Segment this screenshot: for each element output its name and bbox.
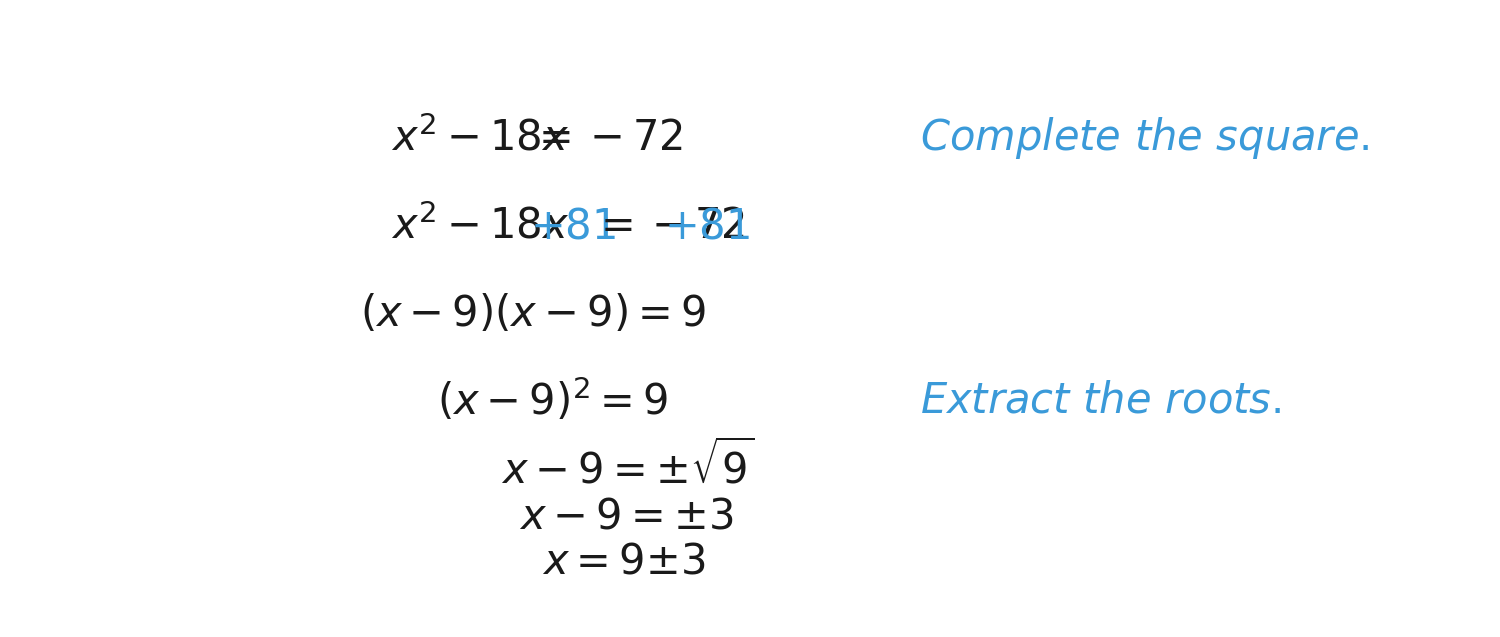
Text: $\mathit{Extract\ the\ roots.}$: $\mathit{Extract\ the\ roots.}$ — [920, 379, 1281, 421]
Text: $(x-9)^2 = 9$: $(x-9)^2 = 9$ — [438, 376, 669, 424]
Text: $+81$: $+81$ — [531, 205, 616, 247]
Text: $x^2 - 18x$: $x^2 - 18x$ — [392, 204, 570, 247]
Text: $x = 9{\pm}3$: $x = 9{\pm}3$ — [542, 540, 705, 582]
Text: $= -72$: $= -72$ — [531, 117, 684, 159]
Text: $+81$: $+81$ — [664, 205, 750, 247]
Text: $x^2 - 18x$: $x^2 - 18x$ — [392, 117, 570, 159]
Text: $= -72$: $= -72$ — [592, 205, 746, 247]
Text: $\mathit{Complete\ the\ square.}$: $\mathit{Complete\ the\ square.}$ — [920, 115, 1370, 161]
Text: $x - 9 = {\pm}3$: $x - 9 = {\pm}3$ — [519, 496, 734, 538]
Text: $(x-9)(x-9)= 9$: $(x-9)(x-9)= 9$ — [360, 293, 705, 335]
Text: $x - 9 = {\pm}\sqrt{9}$: $x - 9 = {\pm}\sqrt{9}$ — [501, 441, 754, 492]
